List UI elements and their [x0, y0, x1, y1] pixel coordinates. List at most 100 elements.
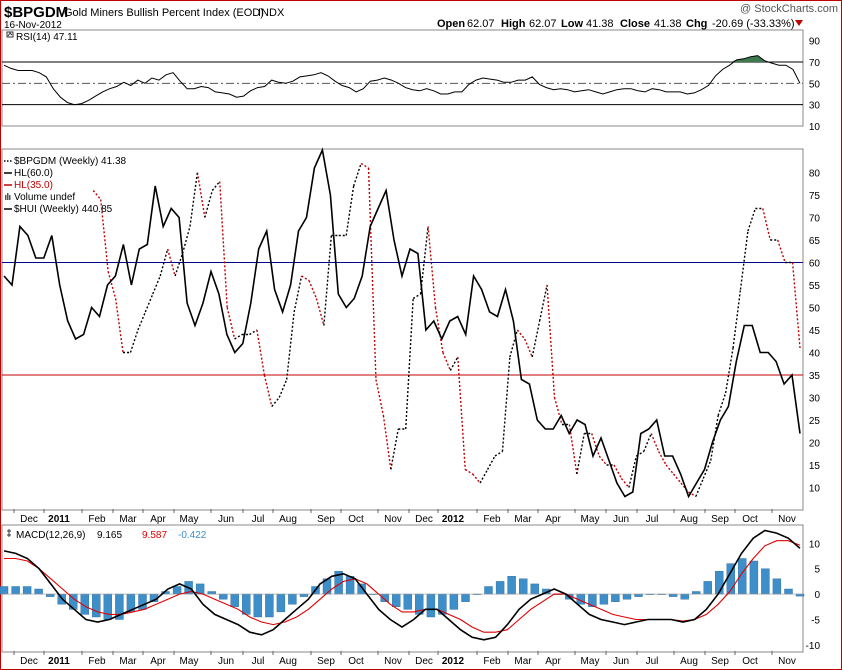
- x-main-label-21: Sep: [711, 514, 729, 525]
- macd-hist-bar: [772, 578, 782, 595]
- bpgdm-segment: [538, 284, 548, 322]
- bpgdm-segment: [390, 428, 399, 470]
- legend-item-3: Volume undef: [14, 192, 75, 203]
- x-main-label-20: Aug: [680, 514, 698, 525]
- bpgdm-segment: [226, 307, 236, 340]
- macd-hist-bar: [761, 568, 770, 595]
- bpgdm-segment: [189, 172, 199, 227]
- x-macd-label-20: Aug: [680, 656, 698, 667]
- macd-hist-bar: [357, 583, 366, 595]
- bpgdm-segment: [345, 185, 355, 236]
- x-main-label-15: Mar: [514, 514, 532, 525]
- rsi-legend: RSI(14) 47.11: [6, 31, 78, 43]
- chg-value: -20.69 (-33.33%): [712, 18, 795, 30]
- macd-value: 9.165: [97, 530, 122, 541]
- copyright-label[interactable]: @ StockCharts.com: [740, 3, 838, 15]
- bpgdm-segment: [464, 468, 474, 475]
- macd-hist-bar: [680, 593, 689, 600]
- macd-legend: MACD(12,26,9) 9.165 9.587 -0.422: [7, 529, 207, 541]
- macd-hist-bar: [392, 593, 401, 607]
- main-axis-tick-55: 55: [809, 281, 821, 292]
- rsi-axis-tick-10: 10: [809, 122, 821, 133]
- bpgdm-segment: [486, 455, 496, 470]
- bpgdm-segment: [672, 473, 682, 484]
- x-macd-label-21: Sep: [711, 656, 729, 667]
- macd-hist-bar: [519, 578, 528, 595]
- x-macd-label-4: Apr: [150, 656, 166, 667]
- main-axis-tick-20: 20: [809, 439, 821, 450]
- bpgdm-segment: [181, 226, 191, 254]
- close-label: Close: [620, 18, 650, 30]
- bpgdm-segment: [531, 320, 541, 358]
- bpgdm-segment: [777, 239, 786, 263]
- hui-line: [3, 147, 801, 499]
- x-axis-main: Dec 2011 Feb Mar Apr May Jun Jul Aug Sep Oct Nov Dec…: [13, 509, 796, 525]
- bpgdm-segment: [352, 163, 362, 187]
- macd-hist-bar: [611, 593, 620, 602]
- rsi-overbought-fill: [729, 55, 772, 62]
- macd-axis-tick--10: -10: [806, 641, 821, 652]
- index-name: Gold Miners Bullish Percent Index (EOD): [64, 7, 264, 19]
- bpgdm-segment: [472, 473, 481, 484]
- x-main-label-23: Nov: [778, 514, 796, 525]
- macd-hist-bar: [784, 588, 793, 595]
- macd-hist-bar: [461, 593, 470, 602]
- x-macd-label-19: Jul: [646, 656, 659, 667]
- macd-hist-bar: [103, 593, 113, 620]
- macd-icon: [7, 529, 11, 537]
- macd-hist-bar: [495, 581, 505, 595]
- bpgdm-segment: [166, 248, 176, 277]
- x-main-label-12: Dec: [415, 514, 433, 525]
- macd-hist-bar: [34, 588, 43, 595]
- bpgdm-segment: [568, 424, 578, 475]
- bpgdm-segment: [249, 329, 258, 336]
- quote-bar: Open 62.07 High 62.07 Low 41.38 Close 41…: [437, 18, 803, 30]
- bpgdm-segment: [219, 181, 228, 308]
- main-layer: 10 15 20 25 30 35 40 45 50 55 60 65 70 75 80: [2, 147, 821, 499]
- legend-item-0: $BPGDM (Weekly) 41.38: [14, 156, 127, 167]
- macd-layer: -10 -5 0 5 10: [0, 529, 821, 652]
- bpgdm-segment: [174, 253, 184, 277]
- macd-hist-bar: [484, 586, 493, 595]
- macd-hist-bar: [265, 593, 274, 618]
- x-main-label-11: Nov: [384, 514, 402, 525]
- macd-axis-tick-10: 10: [809, 539, 821, 550]
- bpgdm-segment: [739, 230, 749, 290]
- bpgdm-segment: [695, 478, 704, 497]
- legend-item-1: HL(60.0): [14, 168, 53, 179]
- open-label: Open: [437, 18, 465, 30]
- macd-hist-bar: [0, 586, 9, 595]
- bpgdm-segment: [516, 329, 526, 340]
- rsi-line: [3, 55, 801, 106]
- bpgdm-segment: [665, 464, 675, 475]
- bpgdm-segment: [271, 397, 280, 407]
- triangle-icon: [6, 31, 14, 38]
- macd-hist-bar: [749, 560, 759, 595]
- x-macd-label-13: 2012: [442, 656, 465, 667]
- x-macd-label-7: Jul: [252, 656, 265, 667]
- x-main-label-1: 2011: [48, 514, 70, 525]
- x-macd-label-2: Feb: [88, 656, 106, 667]
- legend-volume-bar: [7, 193, 9, 200]
- x-main-label-8: Aug: [279, 514, 297, 525]
- macd-hist-bar: [92, 593, 101, 618]
- x-macd-label-1: 2011: [48, 656, 70, 667]
- bpgdm-segment: [152, 275, 161, 295]
- chg-label: Chg: [686, 18, 707, 30]
- x-main-label-22: Oct: [742, 514, 758, 525]
- x-main-label-13: 2012: [442, 514, 465, 525]
- legend-item-2: HL(35.0): [14, 180, 53, 191]
- x-macd-label-10: Oct: [348, 656, 364, 667]
- x-macd-label-22: Oct: [742, 656, 758, 667]
- low-value: 41.38: [586, 18, 614, 30]
- bpgdm-segment: [360, 162, 369, 169]
- macd-hist-bar: [530, 583, 539, 595]
- bpgdm-segment: [427, 226, 437, 308]
- bpgdm-segment: [204, 190, 213, 218]
- x-macd-label-3: Mar: [119, 656, 137, 667]
- macd-hist-bar: [218, 593, 228, 600]
- legend-volume-bar: [9, 195, 11, 200]
- x-main-label-10: Oct: [348, 514, 364, 525]
- main-axis-tick-50: 50: [809, 304, 821, 315]
- main-axis-tick-60: 60: [809, 259, 821, 270]
